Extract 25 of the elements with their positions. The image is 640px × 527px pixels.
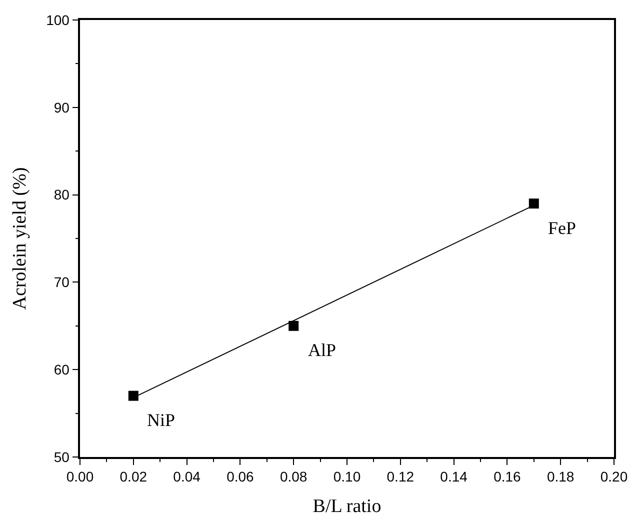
annotation: AlP [308,340,336,360]
x-tick-label: 0.14 [440,468,468,485]
y-tick-label: 80 [54,186,70,203]
x-tick-label: 0.06 [226,468,254,485]
x-tick-label: 0.08 [280,468,308,485]
y-tick-label: 50 [54,448,70,465]
x-tick-label: 0.20 [600,468,628,485]
x-tick-label: 0.04 [173,468,201,485]
y-axis-title: Acrolein yield (%) [9,167,30,310]
y-tick-label: 70 [54,274,70,290]
x-tick-label: 0.00 [66,468,94,485]
x-tick-label: 0.02 [120,468,148,485]
y-tick-label: 90 [54,99,70,116]
x-axis-title: B/L ratio [312,496,382,517]
annotation: NiP [147,410,176,430]
y-tick-label: 100 [46,12,70,28]
x-tick-label: 0.18 [546,468,574,485]
annotation: FeP [548,218,576,238]
x-tick-label: 0.10 [333,468,361,485]
point [528,198,539,209]
x-tick-label: 0.16 [494,468,522,485]
point [288,320,299,331]
point [128,390,138,401]
x-tick-label: 0.12 [386,468,414,485]
y-tick-label: 60 [54,362,70,378]
